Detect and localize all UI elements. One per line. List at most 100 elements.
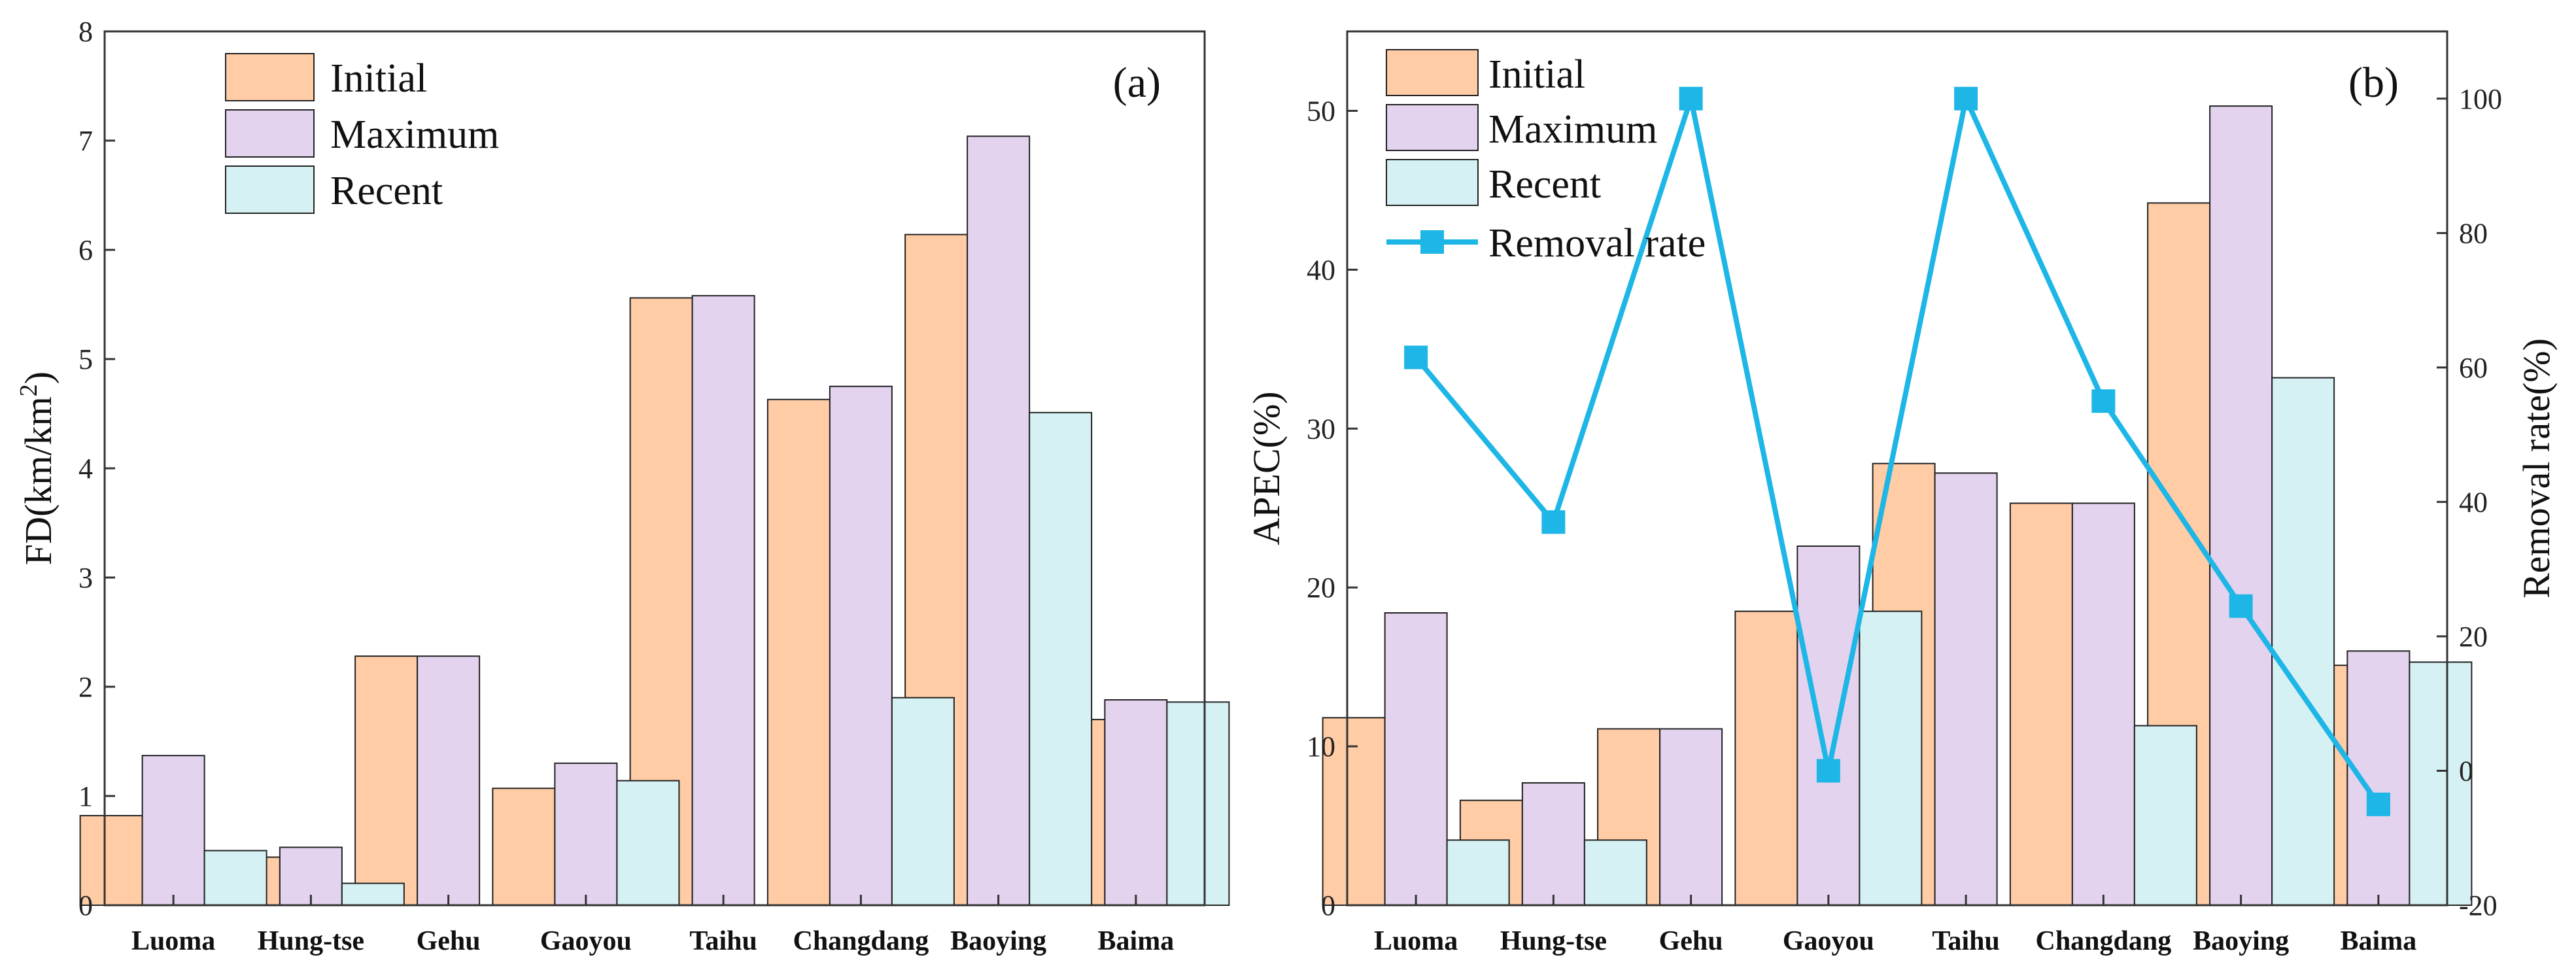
panel-b-legend-marker-removal-rate — [1420, 230, 1444, 254]
panel-a-label: (a) — [1113, 59, 1161, 107]
panel-b-legend-label-maximum: Maximum — [1488, 107, 1657, 152]
panel-a-y-axis: 0 1 2 3 4 5 6 7 8 — [78, 16, 115, 922]
panel-a-legend-label-maximum: Maximum — [330, 112, 499, 157]
b-ytick-label: 0 — [1321, 890, 1335, 922]
a-bar-maximum-gehu — [417, 655, 481, 906]
removal-rate-marker-taihu — [1954, 86, 1978, 111]
removal-rate-marker-luoma — [1404, 345, 1428, 370]
a-bar-maximum-changdang — [829, 385, 893, 906]
a-bar-recent-changdang — [891, 697, 955, 906]
panel-b-plot-frame — [1346, 30, 2448, 907]
b-xtick-label-changdang: Changdang — [2035, 926, 2171, 956]
panel-b-y-axis-right: -20 0 20 40 60 80 100 — [2437, 83, 2502, 922]
panel-b-legend-swatch-recent — [1386, 159, 1479, 206]
b-bar-maximum-baoying — [2209, 105, 2273, 907]
panel-b-y-axis-label: APEC(%) — [1245, 391, 1288, 545]
a-bar-initial-gaoyou — [492, 787, 556, 907]
b-bar-initial-changdang — [2009, 502, 2073, 906]
a-ytick-label: 7 — [78, 125, 93, 157]
b-bar-recent-changdang — [2133, 725, 2197, 906]
b-bar-maximum-gehu — [1659, 728, 1723, 906]
a-xtick-label-gehu: Gehu — [417, 926, 481, 956]
b-bar-recent-baoying — [2271, 377, 2335, 906]
b-ytick-label: 20 — [1307, 572, 1335, 604]
panel-b-legend-label-removal-rate: Removal rate — [1488, 221, 1706, 266]
panel-b-label: (b) — [2348, 59, 2399, 107]
panel-a-legend-label-initial: Initial — [330, 56, 427, 101]
a-xtick-label-changdang: Changdang — [793, 926, 929, 956]
b-bar-maximum-taihu — [1934, 472, 1998, 906]
removal-rate-marker-changdang — [2091, 389, 2116, 413]
panel-b-legend-swatch-maximum — [1386, 104, 1479, 151]
a-bar-initial-changdang — [766, 398, 831, 906]
removal-rate-marker-gaoyou — [1816, 759, 1840, 783]
b-bar-recent-baima — [2409, 661, 2473, 907]
b-bar-recent-hung-tse — [1583, 839, 1647, 906]
a-bar-recent-luoma — [203, 850, 267, 906]
b-y2tick-label: 60 — [2459, 352, 2488, 384]
b-y2tick-label: -20 — [2459, 890, 2498, 922]
b-xtick-label-gehu: Gehu — [1659, 926, 1723, 956]
panel-a-legend-label-recent: Recent — [330, 169, 443, 213]
removal-rate-marker-baima — [2366, 792, 2390, 816]
panel-b-y-axis-left: 0 10 20 30 40 50 — [1307, 95, 1358, 922]
a-bar-recent-hung-tse — [341, 882, 405, 906]
b-xtick-label-baoying: Baoying — [2193, 926, 2289, 956]
panel-b-legend-label-initial: Initial — [1488, 52, 1585, 97]
a-xtick-label-gaoyou: Gaoyou — [540, 926, 632, 956]
panel-b-y2-axis-label: Removal rate(%) — [2515, 338, 2558, 598]
a-bar-initial-gehu — [354, 655, 419, 906]
a-xtick-label-luoma: Luoma — [131, 926, 215, 956]
b-ytick-label: 40 — [1307, 254, 1335, 286]
b-bar-recent-gaoyou — [1859, 610, 1923, 906]
panel-a-fd-chart: 0 1 2 3 4 5 6 7 8 Luoma Hung-tse Gehu Gaoyou Taihu Ch… — [15, 16, 1230, 956]
panel-b-apec-chart: 0 10 20 30 40 50 -20 0 20 40 60 80 100 Luoma Hung-ts… — [1245, 30, 2558, 956]
a-ytick-label: 1 — [78, 780, 93, 812]
a-ytick-label: 2 — [78, 671, 93, 703]
b-bar-maximum-hung-tse — [1521, 782, 1585, 906]
b-bar-maximum-changdang — [2071, 502, 2135, 906]
a-xtick-label-taihu: Taihu — [689, 926, 757, 956]
panel-b-removal-rate-line — [1404, 86, 2390, 816]
b-xtick-label-luoma: Luoma — [1374, 926, 1458, 956]
b-bar-recent-luoma — [1446, 839, 1510, 906]
panel-b-legend: Initial Maximum Recent Removal rate — [1386, 49, 1706, 266]
panel-a-legend-swatch-maximum — [225, 109, 315, 158]
b-y2tick-label: 20 — [2459, 621, 2488, 653]
a-bar-maximum-taihu — [691, 295, 755, 906]
a-bar-recent-baoying — [1029, 411, 1093, 906]
b-bar-maximum-luoma — [1384, 612, 1448, 907]
panel-a-y-axis-label: FD(km/km2) — [15, 372, 60, 565]
a-bar-recent-gaoyou — [616, 780, 680, 906]
b-ytick-label: 10 — [1307, 731, 1335, 763]
a-ytick-label: 3 — [78, 562, 93, 594]
panel-a-legend-swatch-initial — [225, 53, 315, 101]
b-ytick-label: 30 — [1307, 413, 1335, 445]
panel-b-legend-swatch-initial — [1386, 49, 1479, 96]
b-xtick-label-hung-tse: Hung-tse — [1500, 926, 1607, 956]
panel-a-legend: Initial Maximum Recent — [225, 53, 499, 214]
removal-rate-marker-gehu — [1679, 86, 1703, 111]
a-bar-maximum-luoma — [141, 755, 205, 906]
a-ytick-label: 0 — [78, 890, 93, 922]
a-xtick-label-hung-tse: Hung-tse — [258, 926, 364, 956]
panel-b-legend-label-recent: Recent — [1488, 162, 1601, 207]
a-bar-initial-luoma — [79, 815, 143, 907]
panel-b-bars — [1322, 105, 2473, 907]
a-bar-recent-baima — [1166, 701, 1230, 906]
b-xtick-label-baima: Baima — [2341, 926, 2417, 956]
b-bar-initial-gaoyou — [1734, 610, 1798, 906]
a-xtick-label-baima: Baima — [1098, 926, 1175, 956]
a-ytick-label: 6 — [78, 234, 93, 266]
b-bar-maximum-gaoyou — [1796, 545, 1861, 906]
a-bar-maximum-baoying — [967, 135, 1031, 907]
panel-b-x-axis: Luoma Hung-tse Gehu Gaoyou Taihu Changdang Bao… — [1374, 895, 2416, 956]
panel-a-x-axis: Luoma Hung-tse Gehu Gaoyou Taihu Changdang Bao… — [131, 895, 1174, 956]
b-xtick-label-gaoyou: Gaoyou — [1783, 926, 1874, 956]
b-y2tick-label: 100 — [2459, 83, 2502, 115]
removal-rate-marker-baoying — [2229, 594, 2253, 618]
a-bar-maximum-baima — [1104, 699, 1168, 907]
a-ytick-label: 5 — [78, 343, 93, 375]
removal-rate-marker-hung-tse — [1541, 510, 1566, 534]
